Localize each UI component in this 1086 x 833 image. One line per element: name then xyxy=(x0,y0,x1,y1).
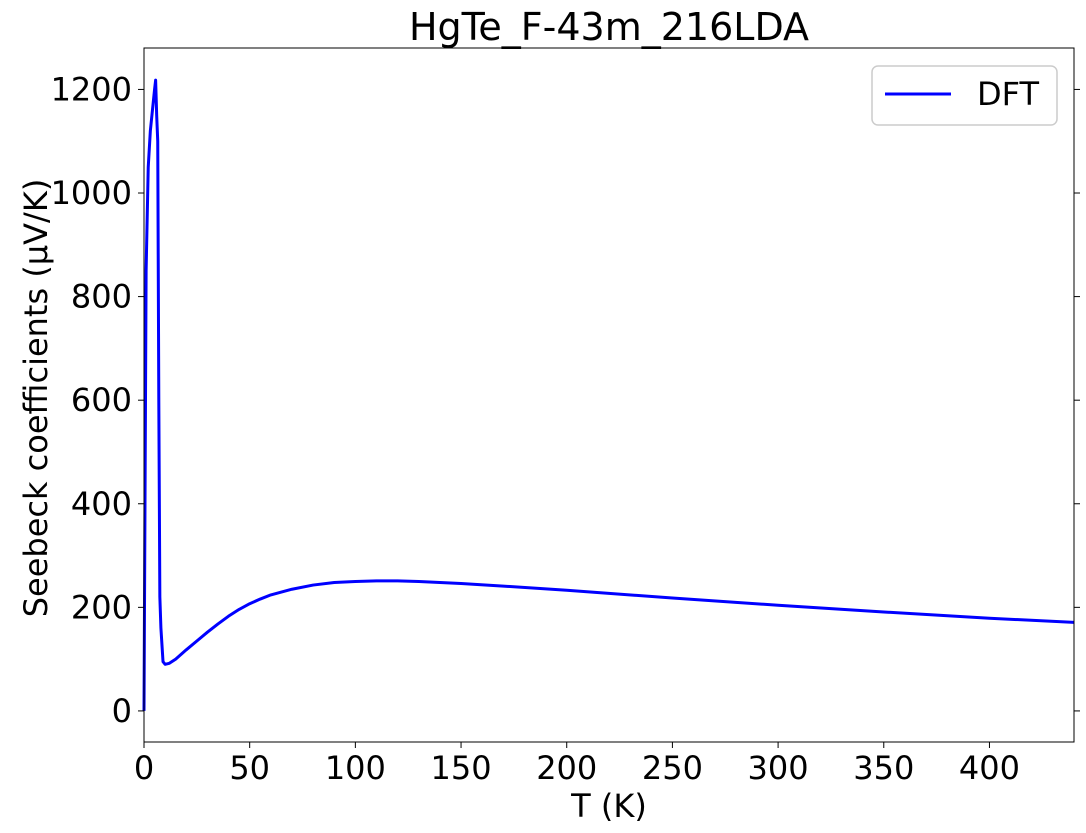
x-tick-label: 250 xyxy=(642,749,703,787)
x-tick-label: 0 xyxy=(134,749,154,787)
x-tick-label: 300 xyxy=(748,749,809,787)
y-tick-label: 200 xyxy=(71,588,132,626)
x-tick-label: 50 xyxy=(229,749,270,787)
x-tick-label: 100 xyxy=(325,749,386,787)
y-axis-label: Seebeck coefficients (µV/K) xyxy=(17,179,55,618)
x-tick-label: 200 xyxy=(536,749,597,787)
legend-label-dft: DFT xyxy=(977,75,1039,113)
chart-title: HgTe_F-43m_216LDA xyxy=(409,5,809,49)
x-axis-label: T (K) xyxy=(570,787,647,825)
legend: DFT xyxy=(871,65,1058,126)
y-tick-label: 800 xyxy=(71,278,132,316)
y-axis-ticks: 0 200 400 600 800 1000 1200 xyxy=(51,70,1080,730)
y-tick-label: 0 xyxy=(112,692,132,730)
x-tick-label: 400 xyxy=(959,749,1020,787)
y-tick-label: 1000 xyxy=(51,174,132,212)
series-line-dft xyxy=(142,78,1075,711)
legend-box xyxy=(871,65,1058,126)
y-tick-label: 600 xyxy=(71,381,132,419)
y-tick-label: 1200 xyxy=(51,70,132,108)
x-tick-label: 350 xyxy=(853,749,914,787)
x-axis-ticks: 0 50 100 150 200 250 300 350 400 xyxy=(134,742,1020,787)
x-tick-label: 150 xyxy=(431,749,492,787)
plot-area xyxy=(142,78,1075,711)
y-tick-label: 400 xyxy=(71,485,132,523)
plot-frame xyxy=(143,47,1075,743)
